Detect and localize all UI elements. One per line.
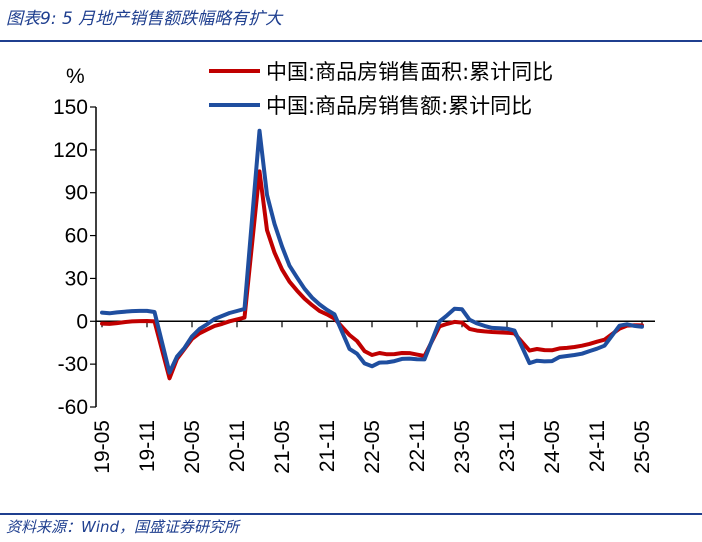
y-tick-label: 60 <box>65 225 88 248</box>
x-tick-label: 24-05 <box>541 420 564 474</box>
x-tick-label: 23-11 <box>496 420 519 472</box>
x-axis: 19-05 19-11 20-05 20-11 21-05 21-11 22-05 22-11… <box>91 320 655 474</box>
series-group <box>100 128 644 381</box>
y-tick-label: 0 <box>76 310 88 333</box>
sales-amount-series-line <box>100 128 644 375</box>
source-note: 资料来源：Wind，国盛证券研究所 <box>6 518 240 536</box>
x-tick-label: 22-11 <box>406 420 429 472</box>
y-tick-label: -60 <box>58 396 88 419</box>
x-tick-label: 25-05 <box>631 420 654 474</box>
y-tick-label: 120 <box>53 139 88 162</box>
figure-title: 图表9: 5 月地产销售额跌幅略有扩大 <box>6 9 283 29</box>
legend-label: 中国:商品房销售面积:累计同比 <box>266 60 553 84</box>
y-tick-label: 150 <box>53 96 88 119</box>
y-tick-label: 30 <box>65 267 88 290</box>
y-axis: 150 120 90 60 30 0 -30 -60 <box>53 96 97 419</box>
x-tick-label: 20-05 <box>181 420 204 474</box>
x-tick-label: 21-11 <box>316 420 339 472</box>
x-tick-label: 20-11 <box>226 420 249 472</box>
y-tick-label: -30 <box>58 353 88 376</box>
x-tick-label: 23-05 <box>451 420 474 474</box>
title-rule <box>0 40 702 42</box>
x-tick-label: 22-05 <box>361 420 384 474</box>
x-tick-label: 19-05 <box>91 420 114 474</box>
legend-label: 中国:商品房销售额:累计同比 <box>266 94 532 118</box>
line-chart: 150 120 90 60 30 0 -30 -60 19-05 19-11 20-05 20-11… <box>53 60 655 474</box>
x-tick-label: 24-11 <box>586 420 609 472</box>
x-tick-label: 21-05 <box>271 420 294 474</box>
source-rule <box>0 513 702 515</box>
y-tick-label: 90 <box>65 182 88 205</box>
y-axis-unit-label: % <box>66 65 85 88</box>
x-tick-label: 19-11 <box>136 420 159 472</box>
